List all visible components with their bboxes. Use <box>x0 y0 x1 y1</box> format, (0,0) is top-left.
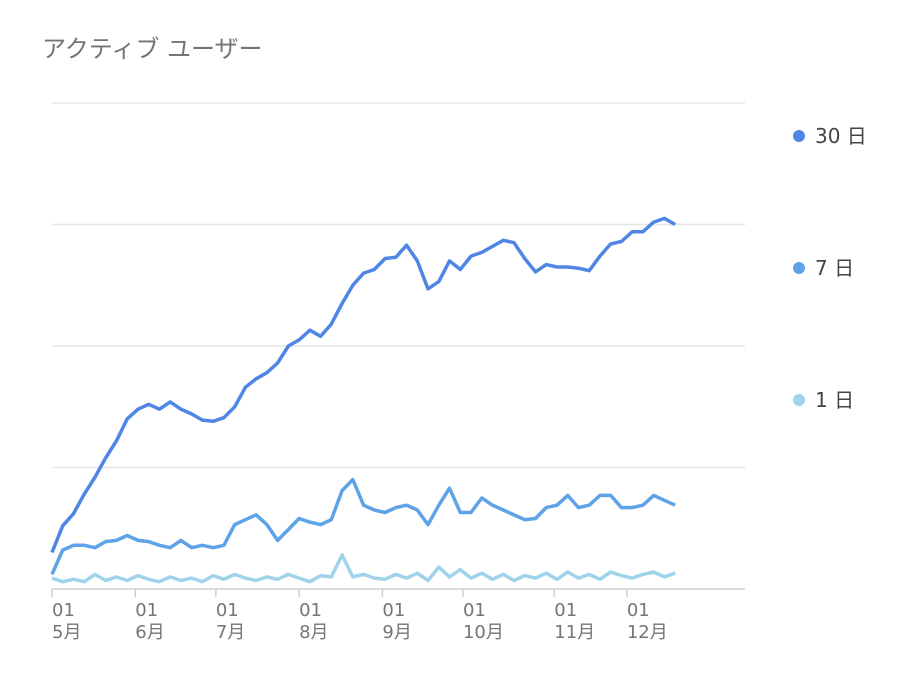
x-tick-label: 01 5月 <box>52 600 81 643</box>
x-tick-label: 01 6月 <box>135 600 164 643</box>
legend-marker <box>793 394 805 406</box>
x-tick-label: 01 10月 <box>463 600 504 643</box>
x-tick-label: 01 9月 <box>382 600 411 643</box>
legend-label: 7 日 <box>815 256 854 280</box>
x-tick-label: 01 11月 <box>554 600 595 643</box>
legend-marker <box>793 262 805 274</box>
series-line <box>50 477 676 576</box>
chart-title: アクティブ ユーザー <box>42 35 263 63</box>
x-tick-label: 01 7月 <box>216 600 245 643</box>
legend-marker <box>793 130 805 142</box>
x-tick-label: 01 8月 <box>299 600 328 643</box>
legend-label: 1 日 <box>815 388 854 412</box>
legend-label: 30 日 <box>815 124 867 148</box>
series-line <box>51 553 676 584</box>
x-tick-label: 01 12月 <box>627 600 668 643</box>
series-line <box>50 216 677 554</box>
